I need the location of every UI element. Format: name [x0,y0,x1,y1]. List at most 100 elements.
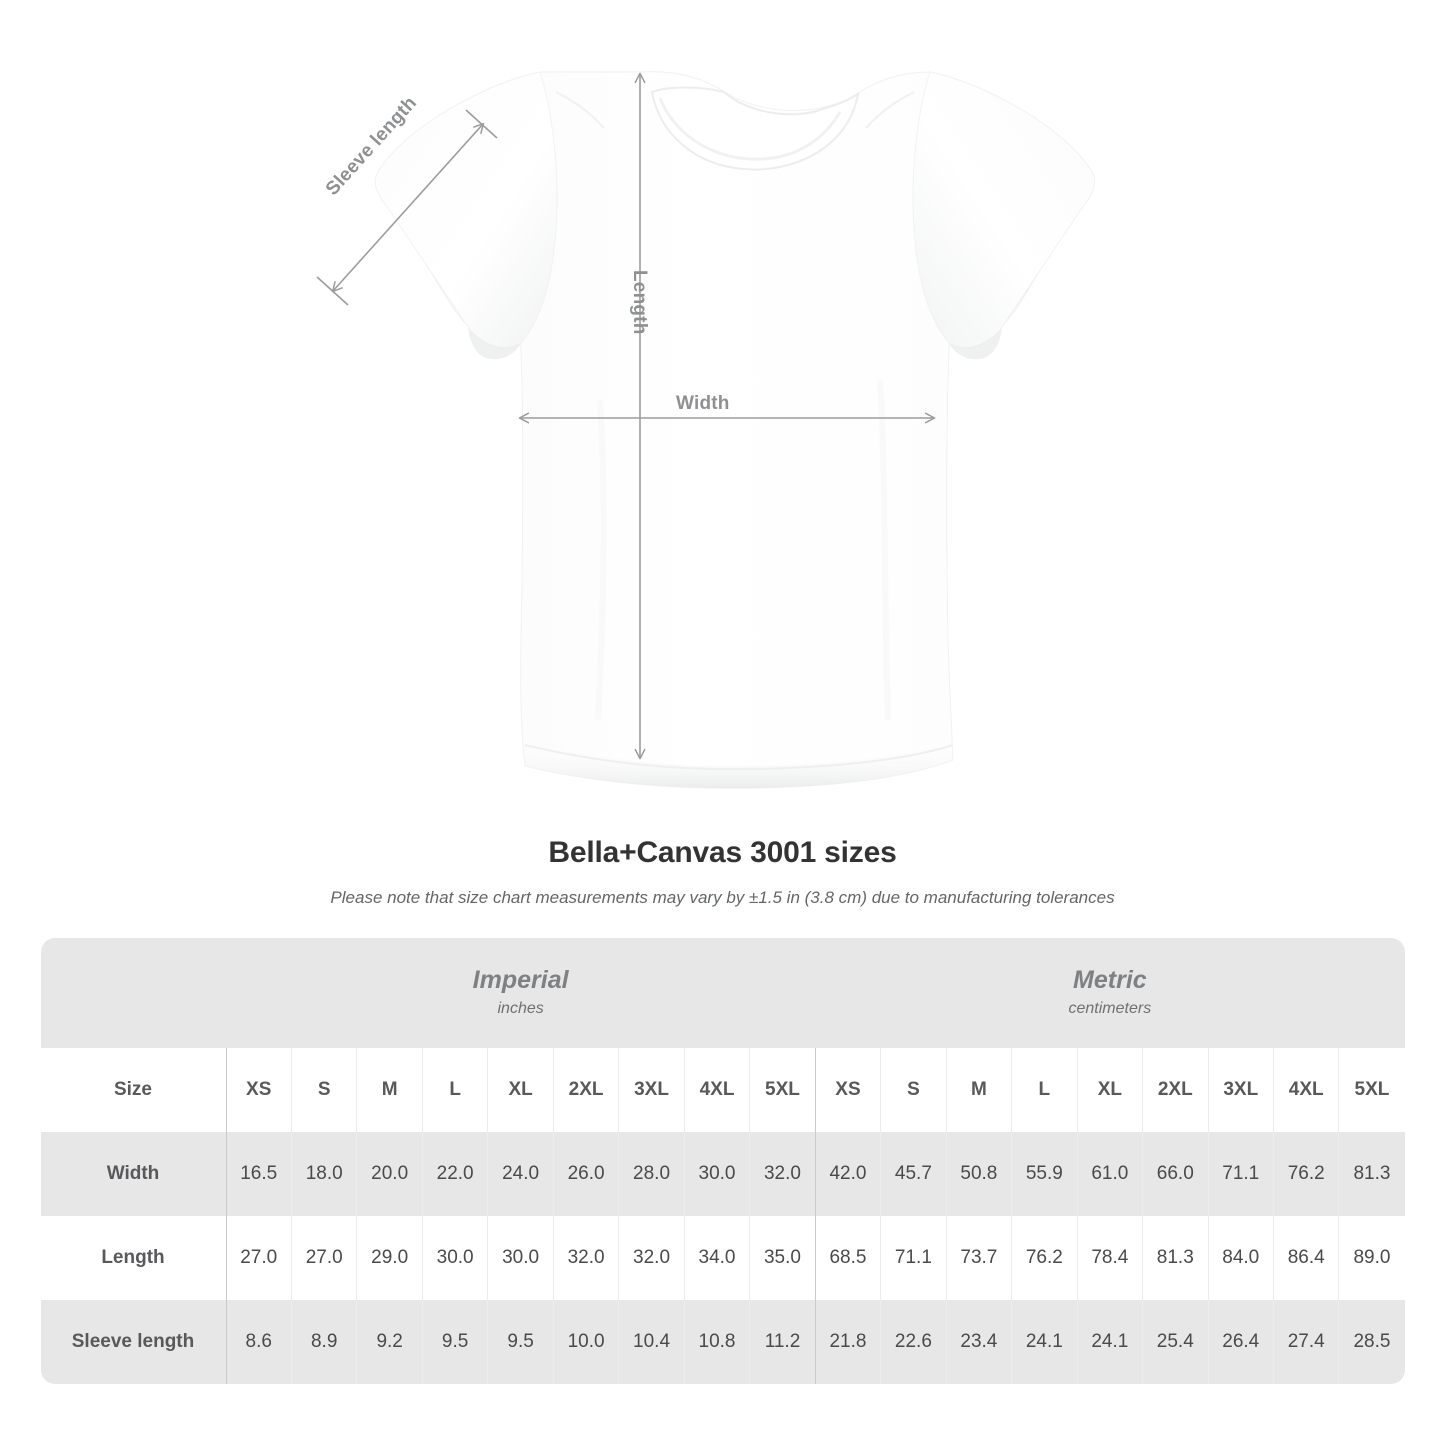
cell-sleeve-imperial-xl: 9.5 [487,1300,554,1384]
cell-width-imperial-m: 20.0 [356,1132,423,1216]
cell-length-imperial-s: 27.0 [290,1216,357,1300]
row-label-size: Size [40,1048,226,1132]
cell-sleeve-metric-s: 22.6 [880,1300,947,1384]
tshirt-diagram: Sleeve length Length Width [316,71,1096,789]
cell-length-metric-xs: 68.5 [814,1216,881,1300]
cell-width-metric-xl: 61.0 [1076,1132,1143,1216]
cell-width-metric-l: 55.9 [1011,1132,1078,1216]
cell-length-metric-m: 73.7 [945,1216,1012,1300]
col-header-imperial-3xl: 3XL [618,1048,685,1132]
row-label-length: Length [40,1216,226,1300]
unit-band-row: Imperial inches Metric centimeters [40,938,1405,1048]
cell-sleeve-imperial-3xl: 10.4 [618,1300,685,1384]
sleeve-tick-top [465,109,498,139]
row-label-sleeve-length: Sleeve length [40,1300,226,1384]
col-header-metric-xs: XS [814,1048,881,1132]
left-sleeve-cuff [468,328,522,360]
cell-length-metric-l: 76.2 [1011,1216,1078,1300]
cell-sleeve-metric-l: 24.1 [1011,1300,1078,1384]
cell-sleeve-imperial-xs: 8.6 [225,1300,292,1384]
table-row: Sleeve length 8.6 8.9 9.2 9.5 9.5 10.0 1… [40,1300,1405,1384]
size-chart-table: Imperial inches Metric centimeters Size … [40,938,1405,1384]
sleeve-length-arrow [333,124,483,291]
cell-length-metric-2xl: 81.3 [1142,1216,1209,1300]
tolerance-note: Please note that size chart measurements… [330,888,1115,907]
col-header-imperial-l: L [421,1048,488,1132]
unit-sub-metric: centimeters [1068,999,1152,1017]
cell-sleeve-metric-5xl: 28.5 [1338,1300,1405,1384]
cell-width-imperial-xs: 16.5 [225,1132,292,1216]
col-header-metric-xl: XL [1076,1048,1143,1132]
cell-length-metric-4xl: 86.4 [1272,1216,1339,1300]
size-chart-table-wrapper: Imperial inches Metric centimeters Size … [40,938,1405,1384]
cell-sleeve-metric-4xl: 27.4 [1272,1300,1339,1384]
cell-sleeve-imperial-l: 9.5 [421,1300,488,1384]
table-row: Length 27.0 27.0 29.0 30.0 30.0 32.0 32.… [40,1216,1405,1300]
cell-width-metric-xs: 42.0 [814,1132,881,1216]
row-label-width: Width [40,1132,226,1216]
cell-length-imperial-5xl: 35.0 [749,1216,816,1300]
col-header-metric-5xl: 5XL [1338,1048,1405,1132]
length-label: Length [629,270,650,335]
cell-width-imperial-2xl: 26.0 [552,1132,619,1216]
cell-length-metric-xl: 78.4 [1076,1216,1143,1300]
col-header-imperial-5xl: 5XL [749,1048,816,1132]
cell-sleeve-imperial-s: 8.9 [290,1300,357,1384]
shirt-hem [525,742,953,789]
cell-sleeve-metric-xl: 24.1 [1076,1300,1143,1384]
title-block: Bella+Canvas 3001 sizes Please note that… [0,836,1445,908]
cell-length-imperial-3xl: 32.0 [618,1216,685,1300]
cell-width-metric-4xl: 76.2 [1272,1132,1339,1216]
cell-length-imperial-4xl: 34.0 [683,1216,750,1300]
col-header-imperial-xl: XL [487,1048,554,1132]
cell-sleeve-metric-2xl: 25.4 [1142,1300,1209,1384]
cell-sleeve-metric-3xl: 26.4 [1207,1300,1274,1384]
cell-length-imperial-m: 29.0 [356,1216,423,1300]
col-header-imperial-m: M [356,1048,423,1132]
unit-band-spacer [40,938,226,1048]
tshirt-illustration [316,71,1096,789]
col-header-imperial-s: S [290,1048,357,1132]
shirt-collar [650,86,860,171]
col-header-imperial-xs: XS [225,1048,292,1132]
cell-sleeve-metric-xs: 21.8 [814,1300,881,1384]
cell-width-imperial-l: 22.0 [421,1132,488,1216]
cell-sleeve-metric-m: 23.4 [945,1300,1012,1384]
col-header-metric-l: L [1011,1048,1078,1132]
right-sleeve-cuff [948,328,1002,360]
cell-width-metric-3xl: 71.1 [1207,1132,1274,1216]
unit-name-metric: Metric [1073,965,1147,994]
table-header-row: Size XS S M L XL 2XL 3XL 4XL 5XL XS S M … [40,1048,1405,1132]
unit-header-imperial: Imperial inches [226,938,816,1048]
page-title: Bella+Canvas 3001 sizes [548,836,897,869]
cell-width-metric-2xl: 66.0 [1142,1132,1209,1216]
col-header-metric-2xl: 2XL [1142,1048,1209,1132]
cell-width-metric-5xl: 81.3 [1338,1132,1405,1216]
cell-width-imperial-s: 18.0 [290,1132,357,1216]
col-header-metric-m: M [945,1048,1012,1132]
width-label: Width [676,393,730,414]
cell-length-imperial-2xl: 32.0 [552,1216,619,1300]
cell-width-metric-s: 45.7 [880,1132,947,1216]
cell-length-imperial-l: 30.0 [421,1216,488,1300]
cell-sleeve-imperial-4xl: 10.8 [683,1300,750,1384]
cell-width-imperial-3xl: 28.0 [618,1132,685,1216]
cell-length-imperial-xs: 27.0 [225,1216,292,1300]
col-header-metric-4xl: 4XL [1272,1048,1339,1132]
cell-sleeve-imperial-2xl: 10.0 [552,1300,619,1384]
col-header-metric-s: S [880,1048,947,1132]
cell-length-imperial-xl: 30.0 [487,1216,554,1300]
cell-width-metric-m: 50.8 [945,1132,1012,1216]
col-header-metric-3xl: 3XL [1207,1048,1274,1132]
cell-width-imperial-4xl: 30.0 [683,1132,750,1216]
unit-header-metric: Metric centimeters [815,938,1405,1048]
col-header-imperial-2xl: 2XL [552,1048,619,1132]
cell-width-imperial-xl: 24.0 [487,1132,554,1216]
sleeve-tick-bottom [316,276,349,306]
cell-sleeve-imperial-m: 9.2 [356,1300,423,1384]
unit-sub-imperial: inches [497,999,544,1017]
unit-name-imperial: Imperial [472,965,569,994]
cell-sleeve-imperial-5xl: 11.2 [749,1300,816,1384]
table-row: Width 16.5 18.0 20.0 22.0 24.0 26.0 28.0… [40,1132,1405,1216]
right-sleeve [912,71,1096,349]
